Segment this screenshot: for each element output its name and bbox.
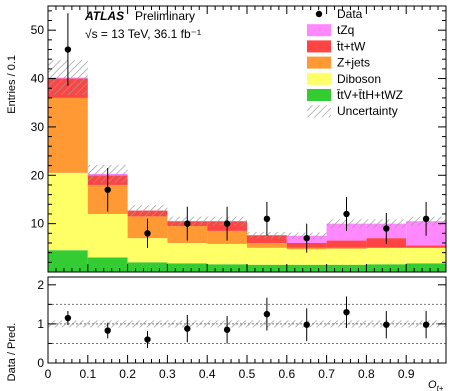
stack-bar [286,264,327,272]
legend-swatch [307,24,331,37]
legend-label: Uncertainty [337,104,398,118]
x-tick-label: 0.7 [318,367,335,381]
ratio-point [184,325,191,332]
y-tick-label: 50 [31,23,45,37]
data-point [303,234,310,242]
energy-lumi-label: √s = 13 TeV, 36.1 fb⁻¹ [85,27,201,41]
stack-bar [207,243,247,265]
status-label: Preliminary [135,9,195,23]
stack-bar [167,242,208,264]
ratio-y-axis: 0 1 2 [37,278,446,370]
ratio-point [422,321,430,328]
y-tick-label: 30 [31,120,45,134]
stack-bar [87,257,128,272]
data-point [144,230,151,237]
y-tick-label: 20 [31,168,45,182]
data-point [223,220,231,227]
data-point [184,220,191,227]
y-tick-label: 10 [31,217,45,231]
stack-bar [127,262,168,272]
stack-bar [167,263,208,272]
x-tick-label: 0.2 [119,367,136,381]
legend-label: tZq [337,23,354,37]
stack-bar [48,250,88,272]
ratio-point [144,336,151,343]
x-tick-label: 0.6 [278,367,295,381]
stack-bar [48,172,88,251]
ratio-uncertainty-band [48,320,446,328]
legend-swatch [307,40,331,53]
ratio-point [303,321,310,328]
legend-label: Diboson [337,72,381,86]
ratio-y-tick-label: 1 [37,317,44,331]
y-axis-label-bottom: Data / Pred. [6,323,18,382]
ratio-point [104,327,111,334]
data-point [343,210,350,218]
x-axis-label: Ot+ [428,379,444,391]
stack-bar [48,97,88,173]
stack-bar [326,240,367,248]
legend-swatch [307,72,331,85]
stack-bar [326,264,367,272]
stack-bar [247,247,287,265]
y-tick-label: 40 [31,72,45,86]
ratio-hatch [48,320,446,328]
ratio-y-tick-label: 2 [37,278,44,292]
stack-bar [406,247,446,264]
experiment-label: ATLAS [84,9,124,23]
ratio-x-axis: 0 0.1 0.2 0.3 0.4 0.5 0.6 0.7 0.8 0.9 [45,355,447,381]
data-point [263,215,271,222]
x-tick-label: 0.4 [199,367,216,381]
ratio-data-points [64,296,430,349]
stack-bar [247,235,287,243]
ratio-y-tick-label: 0 [37,356,44,370]
stack-bar [247,264,287,272]
x-tick-label: 0.8 [358,367,375,381]
x-tick-label: 0.1 [79,367,96,381]
stack-bar [286,249,327,265]
stack-bar [87,213,128,258]
data-point [422,215,430,222]
stack-bar [326,248,367,265]
ratio-plot-panel: 0 1 2 0 0.1 0.2 0.3 0.4 0.5 0.6 0.7 0.8 0.9 [37,276,447,381]
ratio-point [343,308,350,316]
legend-swatch [307,56,331,69]
data-point [383,225,390,232]
main-plot-panel: 10 20 30 40 50 [31,5,447,273]
legend-label: t̄t+tW [337,39,366,53]
legend-label: t̄tV+t̄tH+tWZ [337,88,403,102]
data-points [64,13,430,253]
stack-bar [366,247,407,265]
legend-swatch [307,89,331,101]
x-tick-label: 0.9 [398,367,415,381]
stack-bar [366,264,407,272]
stack-bar [207,264,247,272]
legend: Data tZq t̄t+tW Z+jets Diboson t̄tV+t̄tH+tWZ U… [307,7,403,118]
x-tick-label: 0 [45,367,52,381]
x-tick-label: 0.3 [159,367,176,381]
data-point [104,186,111,193]
data-point [64,46,72,53]
stack-bar [247,242,287,248]
y-axis-label-top: Entries / 0.1 [6,55,18,114]
stack-bar [406,245,446,248]
legend-swatch [307,105,331,118]
ratio-point [263,310,271,318]
ratio-point [383,321,390,328]
ratio-point [223,326,231,333]
x-tick-label: 0.5 [239,367,256,381]
uncertainty-hatch [127,205,168,217]
main-x-ticks [47,6,447,272]
legend-label: Data [337,7,363,21]
main-y-axis: 10 20 30 40 50 [31,10,446,263]
ratio-point [64,314,72,322]
stack-bar [326,247,367,249]
legend-marker [315,10,323,18]
legend-label: Z+jets [337,56,370,70]
stack-bar [406,263,446,272]
